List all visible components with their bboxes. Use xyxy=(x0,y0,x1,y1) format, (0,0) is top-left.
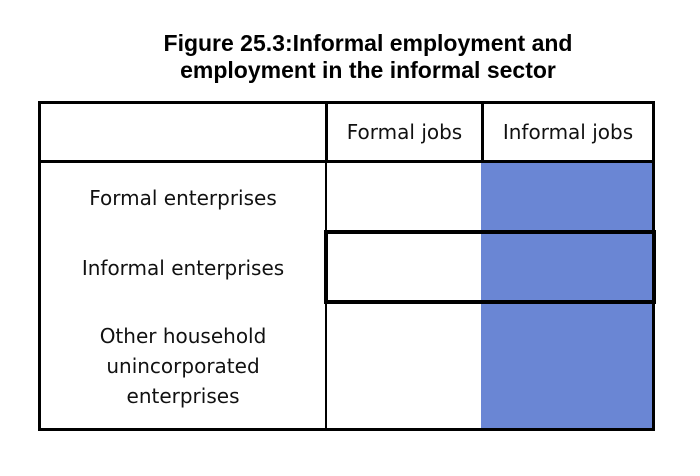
row-label-other-household-line-1: Other household xyxy=(99,323,267,348)
row-label-other-household-line-3: enterprises xyxy=(126,383,240,408)
jobs-column-divider xyxy=(481,101,484,163)
row-label-other-household: Other household unincorporated enterpris… xyxy=(41,303,325,428)
header-divider xyxy=(38,160,655,163)
figure-title-line-2: employment in the informal sector xyxy=(180,57,556,83)
informal-jobs-shading xyxy=(481,162,654,430)
row-label-informal-enterprises: Informal enterprises xyxy=(81,256,285,280)
row-label-formal-enterprises: Formal enterprises xyxy=(89,186,277,210)
figure-title: Figure 25.3:Informal employment and empl… xyxy=(100,30,636,84)
informal-sector-highlight xyxy=(324,230,656,304)
column-header-formal-jobs: Formal jobs xyxy=(346,120,463,144)
figure-title-line-1: Figure 25.3:Informal employment and xyxy=(163,30,573,56)
label-column-divider xyxy=(325,101,328,163)
row-label-other-household-line-2: unincorporated xyxy=(106,353,260,378)
column-header-informal-jobs: Informal jobs xyxy=(502,120,634,144)
employment-matrix: Formal jobs Informal jobs Formal enterpr… xyxy=(38,101,656,431)
corner-cell xyxy=(41,104,325,160)
